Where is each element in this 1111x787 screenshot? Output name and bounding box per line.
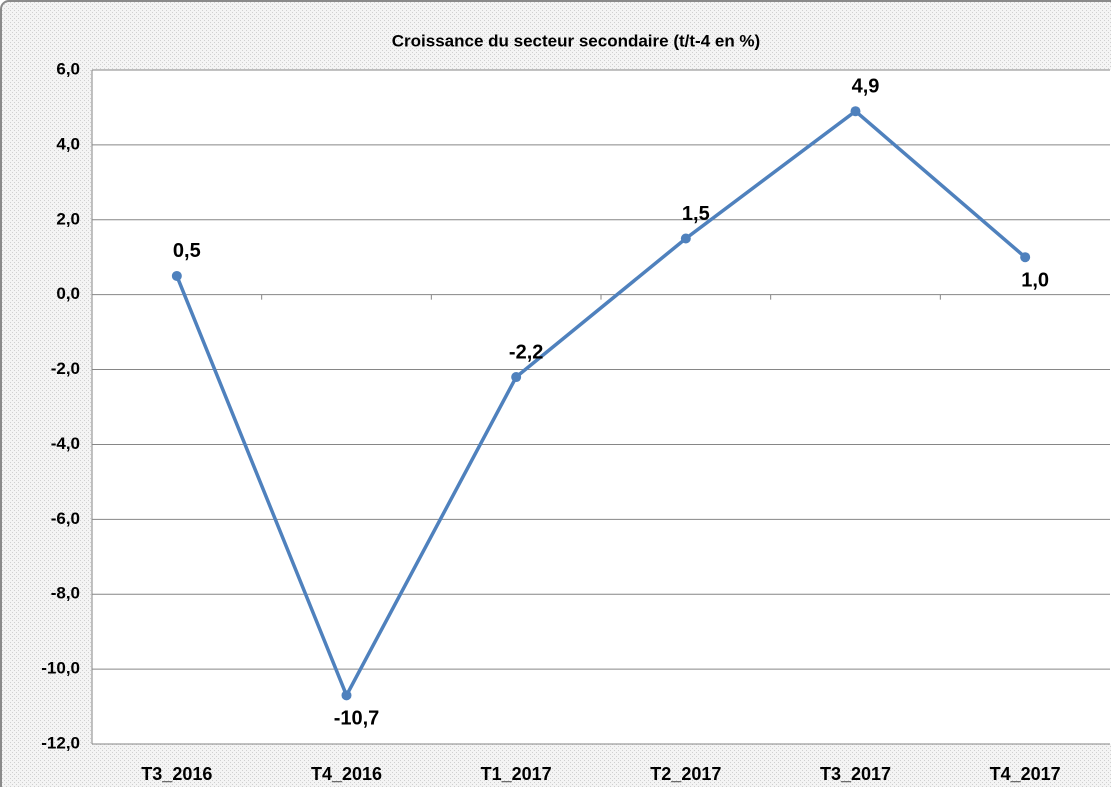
marker — [341, 690, 352, 701]
x-tick-label: T4_2017 — [990, 764, 1061, 784]
x-tick-label: T2_2017 — [650, 764, 721, 784]
marker — [680, 233, 691, 244]
marker — [850, 106, 861, 117]
y-tick-label: -2,0 — [51, 359, 80, 378]
y-tick-label: 0,0 — [56, 284, 80, 303]
data-label: 1,5 — [682, 203, 710, 225]
x-tick-label: T3_2017 — [820, 764, 891, 784]
data-label: -10,7 — [334, 708, 380, 730]
x-tick-label: T4_2016 — [311, 764, 382, 784]
y-tick-label: 6,0 — [56, 59, 80, 78]
y-tick-label: 4,0 — [56, 134, 80, 153]
y-tick-label: -10,0 — [41, 659, 80, 678]
line — [175, 108, 1027, 700]
marker — [171, 270, 182, 281]
plot-area — [92, 70, 1111, 744]
data-label: 0,5 — [173, 240, 201, 262]
y-tick-label: -6,0 — [51, 509, 80, 528]
x-tick-label: T3_2016 — [141, 764, 212, 784]
y-tick-label: -8,0 — [51, 584, 80, 603]
data-label: 4,9 — [852, 75, 880, 97]
x-tick-label: T1_2017 — [481, 764, 552, 784]
y-tick-label: 2,0 — [56, 209, 80, 228]
y-tick-label: -12,0 — [41, 733, 80, 752]
marker — [511, 372, 522, 383]
chart-title: Croissance du secteur secondaire (t/t-4 … — [392, 31, 760, 50]
data-label: -2,2 — [509, 341, 543, 363]
y-tick-label: -4,0 — [51, 434, 80, 453]
marker — [1020, 252, 1031, 263]
data-label: 1,0 — [1021, 270, 1049, 292]
